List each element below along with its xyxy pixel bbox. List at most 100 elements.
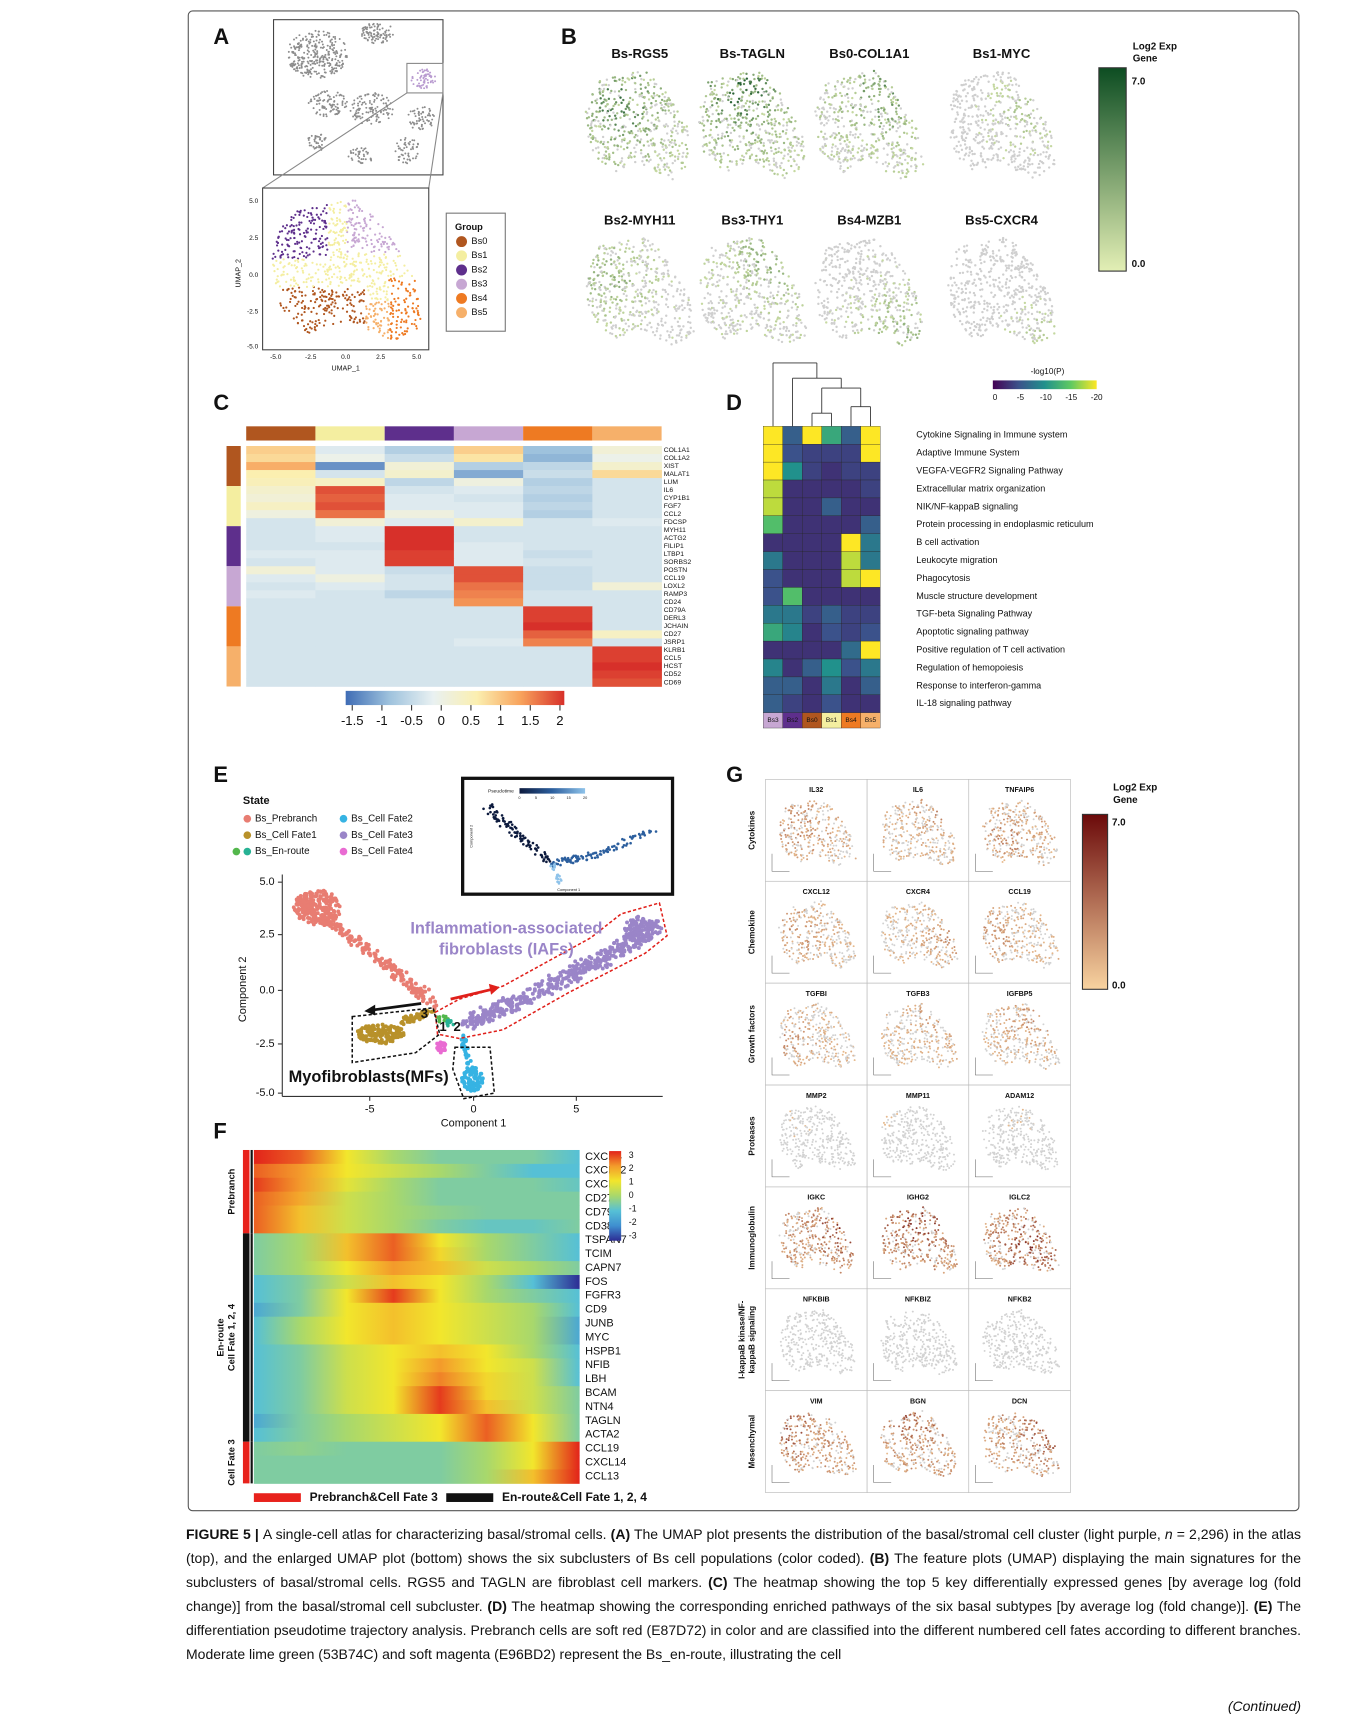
cell-point bbox=[324, 295, 326, 297]
cell-point bbox=[759, 140, 761, 142]
cell-point bbox=[733, 129, 735, 131]
cell-point bbox=[763, 296, 765, 298]
cell-point bbox=[403, 265, 405, 267]
cell-point bbox=[311, 73, 313, 75]
cell-point bbox=[833, 107, 835, 109]
cell-point bbox=[767, 285, 769, 287]
cell-point bbox=[659, 334, 661, 336]
cell-point bbox=[987, 123, 989, 125]
cell-point bbox=[777, 104, 779, 106]
cell-point bbox=[590, 284, 592, 286]
cell-point bbox=[1027, 157, 1029, 159]
cell-point bbox=[355, 222, 357, 224]
cell-point bbox=[326, 308, 328, 310]
cell-point bbox=[1014, 100, 1016, 102]
cell-point bbox=[964, 109, 966, 111]
cell-point bbox=[908, 155, 910, 157]
cell-point bbox=[1014, 135, 1016, 137]
cell-point bbox=[609, 298, 611, 300]
cell-point bbox=[655, 127, 657, 129]
cell-point bbox=[872, 133, 874, 135]
cell-point bbox=[861, 155, 863, 157]
cell-point bbox=[661, 278, 663, 280]
cell-point bbox=[421, 124, 423, 126]
cell-point bbox=[286, 243, 288, 245]
cell-point bbox=[651, 243, 653, 245]
cell-point bbox=[613, 247, 615, 249]
cell-point bbox=[848, 141, 850, 143]
cell-point bbox=[374, 319, 376, 321]
cell-point bbox=[719, 274, 721, 276]
cell-point bbox=[751, 270, 753, 272]
cell-point bbox=[337, 92, 339, 94]
cell-point bbox=[793, 170, 795, 172]
cell-point bbox=[645, 71, 647, 73]
cell-point bbox=[779, 333, 781, 335]
cell-point bbox=[641, 319, 643, 321]
cell-point bbox=[394, 262, 396, 264]
cell-point bbox=[664, 168, 666, 170]
cell-point bbox=[997, 156, 999, 158]
cell-point bbox=[319, 99, 321, 101]
cell-point bbox=[340, 251, 342, 253]
cell-point bbox=[390, 338, 392, 340]
cell-point bbox=[426, 85, 428, 87]
cell-point bbox=[399, 156, 401, 158]
cell-point bbox=[336, 217, 338, 219]
cell-point bbox=[624, 126, 626, 128]
x-tick-label: 5.0 bbox=[412, 354, 421, 361]
cell-point bbox=[317, 33, 319, 35]
cell-point bbox=[282, 289, 284, 291]
cell-point bbox=[383, 113, 385, 115]
cell-point bbox=[397, 255, 399, 257]
cell-point bbox=[660, 318, 662, 320]
cell-point bbox=[308, 70, 310, 72]
cell-point bbox=[306, 286, 308, 288]
cell-point bbox=[1050, 135, 1052, 137]
cell-point bbox=[598, 287, 600, 289]
cell-point bbox=[325, 279, 327, 281]
cell-point bbox=[386, 243, 388, 245]
cell-point bbox=[959, 126, 961, 128]
cell-point bbox=[777, 286, 779, 288]
cell-point bbox=[591, 300, 593, 302]
cell-point bbox=[337, 112, 339, 114]
cell-point bbox=[350, 317, 352, 319]
cell-point bbox=[303, 58, 305, 60]
cell-point bbox=[953, 147, 955, 149]
cell-point bbox=[281, 230, 283, 232]
cell-point bbox=[663, 149, 665, 151]
cell-point bbox=[612, 112, 614, 114]
cell-point bbox=[620, 145, 622, 147]
cell-point bbox=[319, 247, 321, 249]
cell-point bbox=[1002, 157, 1004, 159]
cell-point bbox=[854, 124, 856, 126]
cell-point bbox=[589, 300, 591, 302]
cell-point bbox=[722, 94, 724, 96]
cell-point bbox=[348, 155, 350, 157]
cell-point bbox=[672, 162, 674, 164]
cell-point bbox=[383, 332, 385, 334]
cell-point bbox=[673, 116, 675, 118]
cell-point bbox=[370, 216, 372, 218]
cell-point bbox=[683, 288, 685, 290]
cell-point bbox=[887, 96, 889, 98]
cell-point bbox=[590, 265, 592, 267]
cell-point bbox=[373, 42, 375, 44]
cell-point bbox=[1007, 163, 1009, 165]
cell-point bbox=[393, 260, 395, 262]
cell-point bbox=[595, 116, 597, 118]
cell-point bbox=[668, 144, 670, 146]
cell-point bbox=[752, 132, 754, 134]
cell-point bbox=[745, 260, 747, 262]
cell-point bbox=[392, 285, 394, 287]
cell-point bbox=[657, 278, 659, 280]
cell-point bbox=[705, 111, 707, 113]
cell-point bbox=[610, 275, 612, 277]
cell-point bbox=[837, 115, 839, 117]
cell-point bbox=[795, 325, 797, 327]
cell-point bbox=[715, 120, 717, 122]
cell-point bbox=[775, 120, 777, 122]
cell-point bbox=[758, 324, 760, 326]
cell-point bbox=[416, 146, 418, 148]
